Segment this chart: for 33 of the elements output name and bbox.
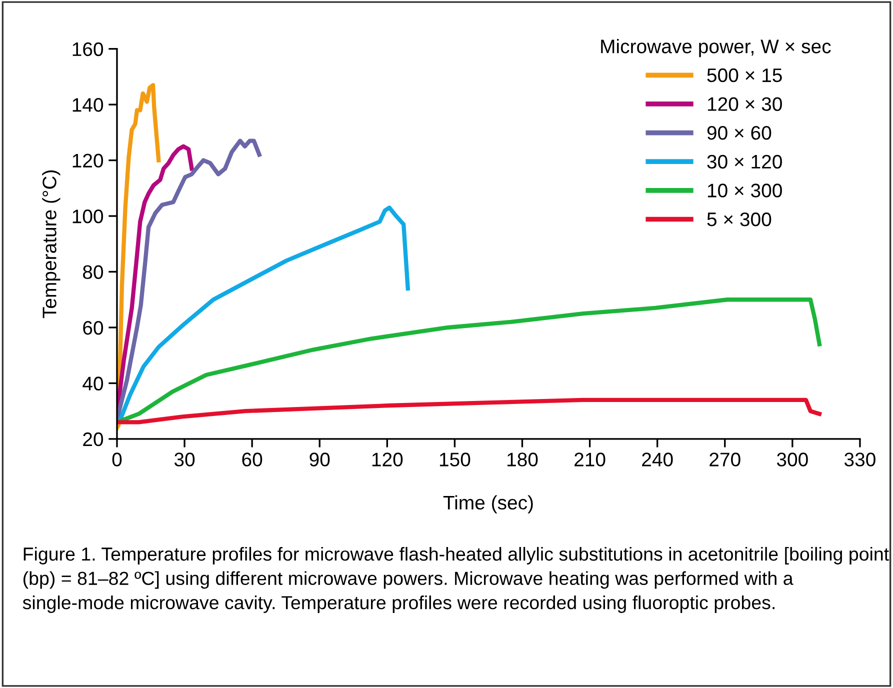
x-tick-label: 300 <box>776 452 808 466</box>
x-tick-label: 150 <box>440 452 470 466</box>
y-tick-label: 140 <box>72 98 104 112</box>
legend-label: 90 × 60 <box>707 126 772 140</box>
y-tick-label: 60 <box>83 320 104 335</box>
line-series <box>118 206 410 422</box>
x-tick-label: 120 <box>372 452 403 466</box>
y-axis-title: Temperature (°C) <box>42 170 60 318</box>
x-tick-label: 90 <box>310 452 330 466</box>
legend-label: 5 × 300 <box>707 212 772 226</box>
line-series <box>116 138 262 422</box>
y-tick-label: 120 <box>72 154 104 168</box>
caption: Figure 1. Temperature profiles for microwave flash-heated allylic substitutions in acetonitrile [boiling point (bp) = 81–82 ºC] using different microwave powers. Microwave heating was performed with a single-mode microwave cavity. Temperature profiles were recorded using fluoroptic probes. <box>22 546 889 613</box>
x-tick-label: 180 <box>508 452 538 466</box>
x-tick-label: 60 <box>242 452 262 466</box>
x-tick-label: 330 <box>844 452 876 466</box>
x-tick-label: 270 <box>710 452 740 466</box>
legend-label: 30 × 120 <box>707 154 782 169</box>
y-tick-label: 160 <box>72 42 104 56</box>
x-tick-label: 210 <box>574 452 606 466</box>
legend-label: 500 × 15 <box>707 68 782 82</box>
x-tick-label: 30 <box>174 452 195 466</box>
line-series <box>116 398 822 424</box>
x-tick-label: 240 <box>642 452 673 466</box>
y-tick-label: 100 <box>72 210 104 224</box>
x-axis-title: Time (sec) <box>443 495 533 514</box>
legend-label: 10 × 300 <box>708 184 782 198</box>
x-tick-label: 0 <box>112 452 122 466</box>
y-tick-label: 80 <box>83 265 104 279</box>
y-tick-label: 20 <box>83 432 104 446</box>
legend-label: 120 × 30 <box>708 97 782 111</box>
legend-title: Microwave power, W × sec <box>601 39 831 58</box>
y-tick-label: 40 <box>82 376 104 390</box>
